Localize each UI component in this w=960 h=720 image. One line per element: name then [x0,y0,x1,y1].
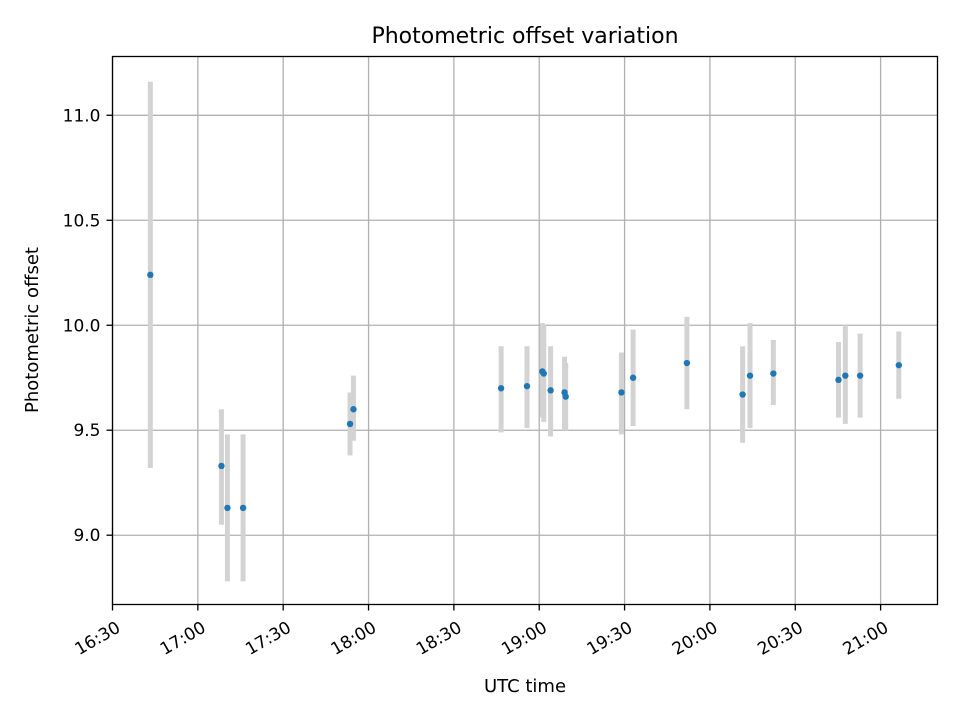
grid-lines [111,56,938,605]
y-tick-label: 9.0 [73,526,100,546]
y-tick-label: 10.5 [63,211,101,231]
data-point [629,374,637,381]
y-tick-label: 11.0 [63,106,101,126]
data-point [770,370,777,377]
data-point [218,462,225,470]
data-point [147,271,154,279]
data-point [746,372,754,379]
data-point [346,420,354,428]
data-point [739,391,746,398]
data-point [618,389,625,396]
chart-title: Photometric offset variation [371,24,678,49]
data-points [147,271,903,512]
data-point [683,359,691,367]
y-axis-ticks: 9.0 9.5 10.0 10.5 11.0 [63,106,113,546]
data-point [497,385,505,392]
y-tick-label: 9.5 [73,421,100,441]
data-point [224,504,231,512]
data-point [350,406,357,413]
data-point [842,372,849,379]
x-axis-label: UTC time [484,676,566,697]
data-point [547,387,554,394]
data-point [835,376,842,384]
data-point [895,361,903,369]
data-point [239,504,247,512]
data-point [540,370,547,377]
data-point [523,382,531,390]
data-point [562,393,569,400]
data-point [856,372,864,379]
y-axis-label: Photometric offset [22,247,43,413]
plot-frame [111,55,939,606]
y-tick-label: 10.0 [63,316,101,336]
